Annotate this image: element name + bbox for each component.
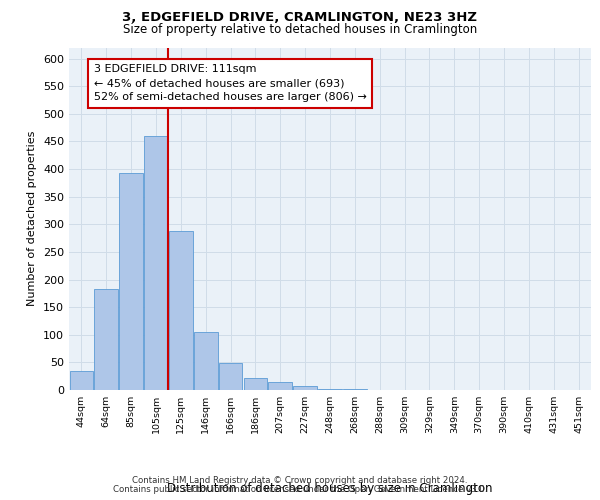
Bar bbox=[119, 173, 143, 390]
Text: Contains HM Land Registry data © Crown copyright and database right 2024.: Contains HM Land Registry data © Crown c… bbox=[132, 476, 468, 485]
Text: 3, EDGEFIELD DRIVE, CRAMLINGTON, NE23 3HZ: 3, EDGEFIELD DRIVE, CRAMLINGTON, NE23 3H… bbox=[122, 11, 478, 24]
Text: Contains public sector information licensed under the Open Government Licence v3: Contains public sector information licen… bbox=[113, 484, 487, 494]
X-axis label: Distribution of detached houses by size in Cramlington: Distribution of detached houses by size … bbox=[167, 482, 493, 495]
Bar bbox=[194, 332, 218, 390]
Text: Size of property relative to detached houses in Cramlington: Size of property relative to detached ho… bbox=[123, 22, 477, 36]
Bar bbox=[144, 136, 168, 390]
Bar bbox=[219, 364, 242, 390]
Bar bbox=[244, 378, 267, 390]
Bar bbox=[293, 386, 317, 390]
Bar bbox=[70, 370, 93, 390]
Bar bbox=[268, 382, 292, 390]
Text: 3 EDGEFIELD DRIVE: 111sqm
← 45% of detached houses are smaller (693)
52% of semi: 3 EDGEFIELD DRIVE: 111sqm ← 45% of detac… bbox=[94, 64, 367, 102]
Y-axis label: Number of detached properties: Number of detached properties bbox=[28, 131, 37, 306]
Bar bbox=[169, 231, 193, 390]
Bar bbox=[94, 289, 118, 390]
